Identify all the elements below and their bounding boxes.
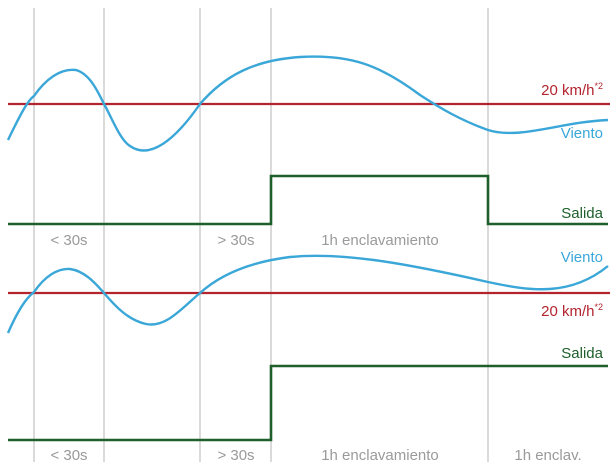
bottom-output-label: Salida bbox=[561, 345, 603, 362]
bottom-interval-latch-short: 1h enclav. bbox=[514, 447, 581, 464]
bottom-interval-gt30: > 30s bbox=[217, 447, 254, 464]
top-threshold-label: 20 km/h*2 bbox=[541, 81, 603, 99]
bottom-wind-curve bbox=[6, 254, 609, 334]
top-interval-latch: 1h enclavamiento bbox=[321, 232, 439, 249]
top-interval-lt30: < 30s bbox=[50, 232, 87, 249]
top-panel: 20 km/h*2 Viento Salida < 30s > 30s 1h e… bbox=[6, 55, 610, 249]
bottom-interval-latch: 1h enclavamiento bbox=[321, 447, 439, 464]
top-output-label: Salida bbox=[561, 205, 603, 222]
top-interval-gt30: > 30s bbox=[217, 232, 254, 249]
top-output-signal bbox=[8, 174, 608, 226]
top-wind-label: Viento bbox=[561, 125, 603, 142]
bottom-threshold-label: 20 km/h*2 bbox=[541, 302, 603, 320]
bottom-panel: Viento 20 km/h*2 Salida < 30s > 30s 1h e… bbox=[6, 249, 610, 464]
top-wind-curve bbox=[6, 55, 609, 152]
bottom-interval-lt30: < 30s bbox=[50, 447, 87, 464]
bottom-wind-label: Viento bbox=[561, 249, 603, 266]
bottom-output-signal bbox=[8, 364, 608, 442]
